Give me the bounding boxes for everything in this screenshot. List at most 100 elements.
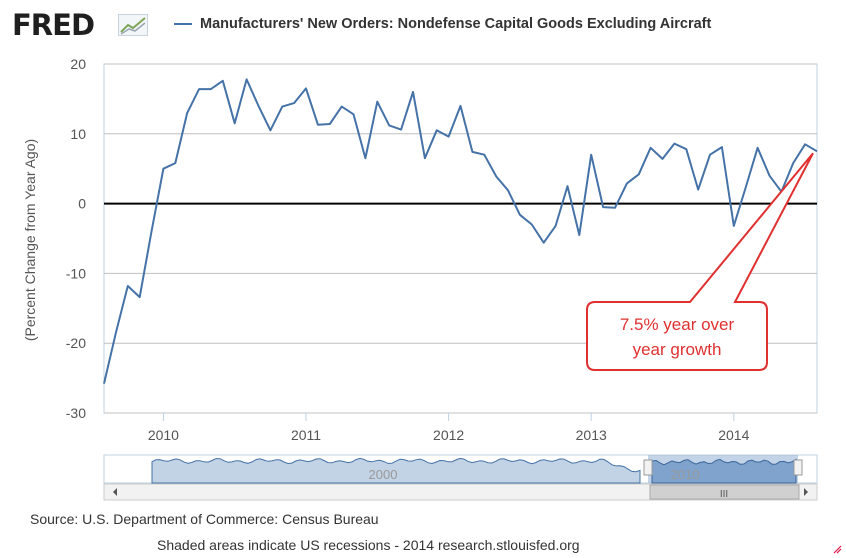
data-point xyxy=(114,331,118,335)
data-point xyxy=(150,230,154,234)
data-point xyxy=(375,100,379,104)
data-point xyxy=(423,156,427,160)
data-point xyxy=(708,153,712,157)
data-point xyxy=(126,284,130,288)
data-point xyxy=(530,223,534,227)
callout-line-1: 7.5% year over xyxy=(620,315,735,334)
data-point xyxy=(791,161,795,165)
data-point xyxy=(304,86,308,90)
data-point xyxy=(649,146,653,150)
data-point xyxy=(209,87,213,91)
callout-bubble xyxy=(586,152,814,371)
data-point xyxy=(233,121,237,125)
data-point xyxy=(387,123,391,127)
navigator-scroll-thumb[interactable] xyxy=(649,484,800,500)
y-tick-label: -20 xyxy=(66,335,86,351)
plot-area xyxy=(102,77,819,386)
data-point xyxy=(696,188,700,192)
navigator-history-band xyxy=(151,457,641,484)
data-point xyxy=(577,233,581,237)
navigator-label-a: 2000 xyxy=(369,467,398,482)
navigator-left-handle[interactable] xyxy=(643,459,653,476)
y-tick-label: -30 xyxy=(66,405,86,421)
data-point xyxy=(756,146,760,150)
source-text: Source: U.S. Department of Commerce: Cen… xyxy=(30,511,379,527)
chart-line-icon xyxy=(118,14,148,36)
x-tick-label: 2014 xyxy=(718,427,749,443)
data-point xyxy=(470,150,474,154)
x-tick-label: 2010 xyxy=(148,427,179,443)
data-point xyxy=(221,79,225,83)
data-point xyxy=(280,105,284,109)
data-point xyxy=(447,135,451,139)
data-point xyxy=(803,142,807,146)
y-axis-label: (Percent Change from Year Ago) xyxy=(22,139,38,341)
data-point xyxy=(661,157,665,161)
data-point xyxy=(173,161,177,165)
data-point xyxy=(672,142,676,146)
data-point xyxy=(684,147,688,151)
y-tick-label: -10 xyxy=(66,265,86,281)
x-tick-label: 2012 xyxy=(433,427,464,443)
data-point xyxy=(637,172,641,176)
navigator-right-handle[interactable] xyxy=(793,459,803,476)
data-point xyxy=(268,128,272,132)
data-point xyxy=(732,224,736,228)
data-point xyxy=(411,90,415,94)
chart-svg: -30 -20 -10 0 10 20 2010 2011 2012 2013 2014 (Per… xyxy=(22,56,819,501)
footer-text[interactable]: Shaded areas indicate US recessions - 20… xyxy=(157,537,580,553)
data-point xyxy=(815,149,819,153)
legend-swatch xyxy=(174,23,192,25)
data-point xyxy=(399,128,403,132)
data-point xyxy=(589,153,593,157)
x-tick-label: 2013 xyxy=(576,427,607,443)
y-tick-label: 10 xyxy=(70,126,86,142)
data-point xyxy=(185,111,189,115)
data-point xyxy=(161,167,165,171)
data-point xyxy=(245,77,249,81)
data-point xyxy=(340,105,344,109)
legend-series-label: Manufacturers' New Orders: Nondefense Ca… xyxy=(200,16,712,32)
navigator-label-b: 2010 xyxy=(671,467,700,482)
data-point xyxy=(565,184,569,188)
data-point xyxy=(435,128,439,132)
data-point xyxy=(542,241,546,245)
x-tick-label: 2011 xyxy=(291,427,321,443)
fred-logo[interactable]: FRED xyxy=(12,8,95,42)
data-point xyxy=(506,188,510,192)
data-point xyxy=(138,295,142,299)
y-tick-label: 0 xyxy=(78,196,86,212)
data-point xyxy=(518,213,522,217)
data-point xyxy=(459,104,463,108)
scroll-left-arrow-icon[interactable] xyxy=(113,488,117,496)
x-tick-labels: 2010 2011 2012 2013 2014 xyxy=(148,413,750,443)
data-point xyxy=(102,382,106,386)
data-point xyxy=(554,224,558,228)
data-point xyxy=(256,104,260,108)
data-point xyxy=(720,145,724,149)
navigator-selected-band xyxy=(651,458,797,484)
navigator-scrollbar[interactable] xyxy=(103,483,818,501)
chart-legend[interactable]: Manufacturers' New Orders: Nondefense Ca… xyxy=(174,14,711,34)
scroll-right-arrow-icon[interactable] xyxy=(804,488,808,496)
data-point xyxy=(767,174,771,178)
data-point xyxy=(613,206,617,210)
y-tick-labels: -30 -20 -10 0 10 20 xyxy=(66,56,86,421)
data-point xyxy=(482,153,486,157)
navigator-grip-label: III xyxy=(720,489,728,500)
chart-header: FRED Manufacturers' New Orders: Nondefen… xyxy=(0,0,846,50)
y-tick-label: 20 xyxy=(70,56,86,72)
data-point xyxy=(494,174,498,178)
data-point xyxy=(601,205,605,209)
resize-grip-icon[interactable] xyxy=(832,544,842,554)
data-point xyxy=(625,181,629,185)
data-point xyxy=(328,122,332,126)
data-point xyxy=(316,123,320,127)
callout-line-2: year growth xyxy=(633,340,722,359)
data-point xyxy=(197,87,201,91)
data-point xyxy=(292,101,296,105)
annotation-callout: 7.5% year over year growth xyxy=(586,152,814,371)
data-point xyxy=(744,186,748,190)
data-point xyxy=(352,112,356,116)
